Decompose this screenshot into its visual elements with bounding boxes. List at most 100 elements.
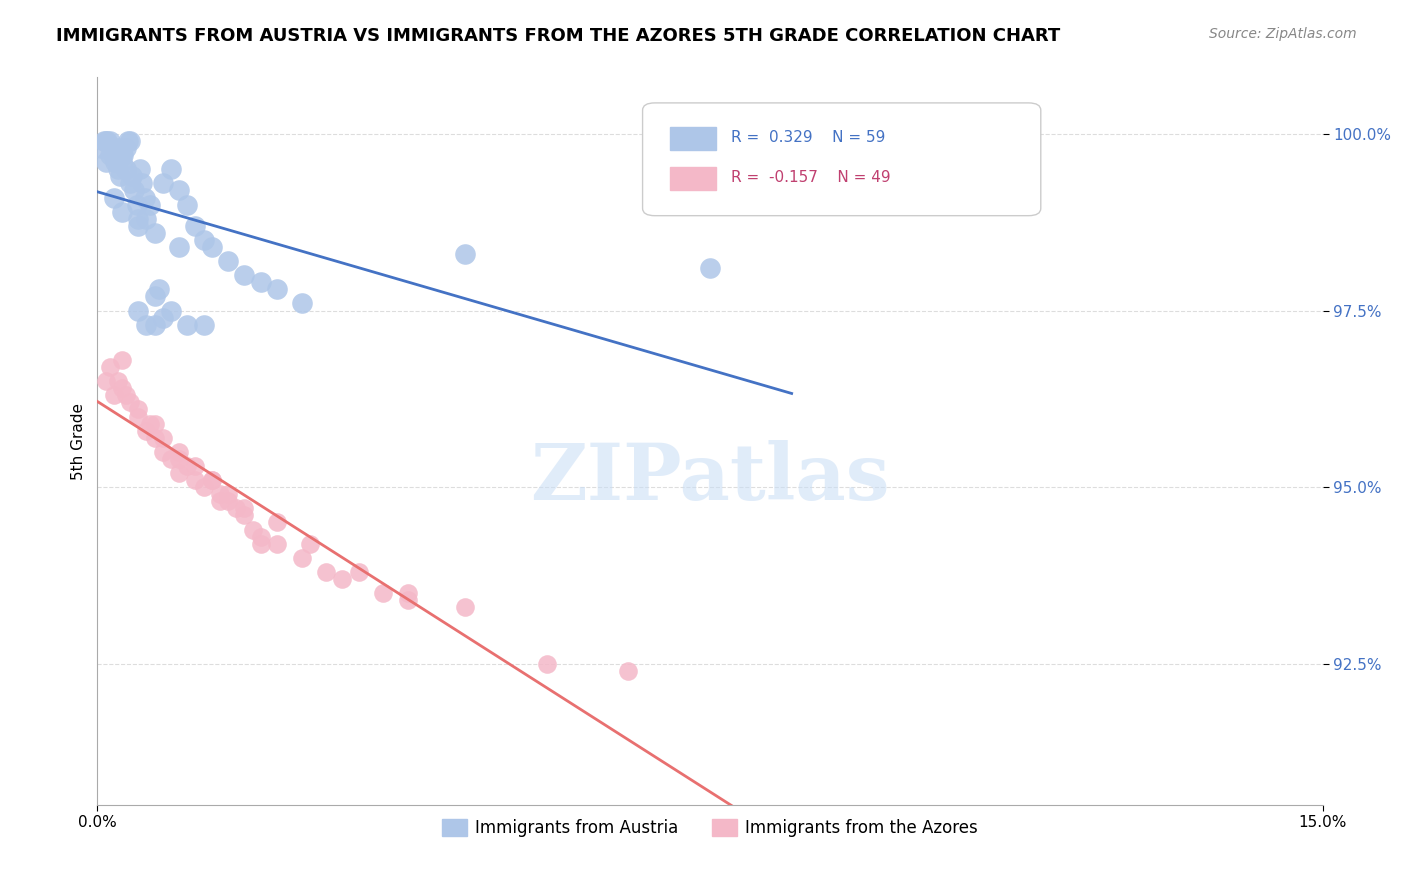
Point: [139, 197, 162, 211]
Point: [249, 536, 271, 550]
Point: [193, 318, 215, 332]
Point: [117, 134, 139, 148]
Point: [143, 318, 166, 332]
Point: [152, 310, 174, 325]
Point: [167, 466, 190, 480]
Point: [143, 417, 166, 431]
Point: [143, 226, 166, 240]
Point: [98, 134, 121, 148]
Point: [122, 184, 145, 198]
Point: [107, 374, 129, 388]
Point: [298, 536, 321, 550]
Text: R =  0.329    N = 59: R = 0.329 N = 59: [731, 130, 886, 145]
Point: [127, 211, 149, 226]
FancyBboxPatch shape: [643, 103, 1040, 216]
Point: [454, 247, 477, 261]
Point: [347, 565, 370, 579]
Text: Source: ZipAtlas.com: Source: ZipAtlas.com: [1209, 27, 1357, 41]
Point: [111, 353, 134, 368]
Point: [217, 254, 239, 268]
Point: [128, 162, 150, 177]
Point: [193, 480, 215, 494]
Point: [208, 494, 231, 508]
Point: [242, 523, 264, 537]
Text: R =  -0.157    N = 49: R = -0.157 N = 49: [731, 170, 890, 186]
Point: [184, 473, 207, 487]
Point: [96, 134, 118, 148]
Point: [143, 431, 166, 445]
Point: [249, 275, 271, 289]
Point: [135, 211, 157, 226]
Point: [176, 197, 198, 211]
Point: [110, 169, 132, 184]
Point: [332, 572, 354, 586]
Point: [167, 445, 190, 459]
Point: [152, 177, 174, 191]
Point: [176, 458, 198, 473]
Point: [107, 141, 129, 155]
Point: [103, 388, 125, 402]
Point: [290, 550, 312, 565]
Point: [111, 155, 134, 169]
Point: [266, 516, 288, 530]
Point: [139, 417, 162, 431]
Point: [111, 204, 134, 219]
Point: [104, 155, 127, 169]
Bar: [669, 167, 716, 190]
Point: [103, 148, 125, 162]
Point: [160, 162, 183, 177]
Bar: [669, 127, 716, 150]
Point: [233, 268, 256, 283]
Point: [217, 487, 239, 501]
Point: [184, 219, 207, 233]
Point: [249, 530, 271, 544]
Point: [201, 473, 224, 487]
Point: [617, 664, 640, 678]
Point: [98, 359, 121, 374]
Point: [176, 318, 198, 332]
Point: [201, 473, 224, 487]
Point: [121, 169, 143, 184]
Point: [373, 586, 395, 600]
Text: ZIPatlas: ZIPatlas: [530, 440, 890, 516]
Point: [131, 177, 153, 191]
Point: [233, 508, 256, 523]
Point: [135, 424, 157, 438]
Point: [160, 451, 183, 466]
Point: [127, 219, 149, 233]
Point: [217, 494, 239, 508]
Point: [266, 282, 288, 296]
Y-axis label: 5th Grade: 5th Grade: [72, 402, 86, 480]
Point: [90, 141, 112, 155]
Point: [454, 600, 477, 615]
Point: [94, 134, 117, 148]
Point: [396, 593, 419, 607]
Point: [118, 395, 141, 409]
Legend: Immigrants from Austria, Immigrants from the Azores: Immigrants from Austria, Immigrants from…: [436, 813, 984, 844]
Point: [167, 184, 190, 198]
Point: [127, 402, 149, 417]
Point: [118, 177, 141, 191]
Point: [160, 303, 183, 318]
Point: [143, 289, 166, 303]
Point: [290, 296, 312, 310]
Point: [152, 431, 174, 445]
Point: [266, 536, 288, 550]
Point: [103, 148, 125, 162]
Point: [94, 374, 117, 388]
Text: IMMIGRANTS FROM AUSTRIA VS IMMIGRANTS FROM THE AZORES 5TH GRADE CORRELATION CHAR: IMMIGRANTS FROM AUSTRIA VS IMMIGRANTS FR…: [56, 27, 1060, 45]
Point: [101, 141, 124, 155]
Point: [184, 458, 207, 473]
Point: [115, 162, 138, 177]
Point: [115, 388, 138, 402]
Point: [396, 586, 419, 600]
Point: [118, 134, 141, 148]
Point: [127, 409, 149, 424]
Point: [208, 487, 231, 501]
Point: [93, 134, 115, 148]
Point: [201, 240, 224, 254]
Point: [134, 190, 156, 204]
Point: [127, 303, 149, 318]
Point: [699, 261, 721, 276]
Point: [193, 233, 215, 247]
